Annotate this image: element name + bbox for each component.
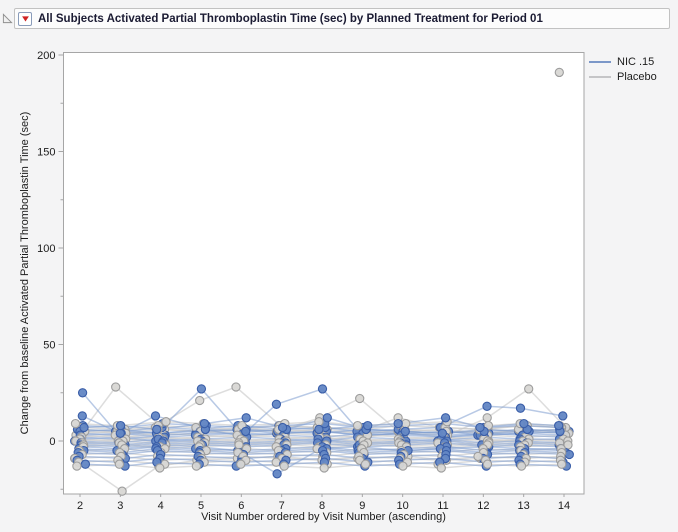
red-triangle-icon [21,16,29,22]
data-point-nic[interactable] [199,418,210,429]
x-tick-label: 9 [359,500,365,512]
legend-item-nic[interactable]: NIC .15 [589,54,657,69]
data-point-placebo[interactable] [352,420,363,431]
data-point-nic[interactable] [79,422,89,433]
data-point-placebo[interactable] [360,459,371,469]
data-point-nic[interactable] [115,420,126,431]
x-axis-title: Visit Number ordered by Visit Number (as… [201,511,446,523]
data-point-nic[interactable] [77,411,87,421]
disclosure-triangle-icon[interactable] [2,13,13,24]
x-tick-label: 2 [77,500,83,512]
data-point-placebo[interactable] [72,461,82,471]
data-point-nic[interactable] [322,413,332,423]
red-triangle-menu-button[interactable] [18,11,32,26]
data-point-nic[interactable] [272,469,282,479]
y-axis-title: Change from baseline Activated Partial T… [19,111,31,435]
data-point-placebo[interactable] [482,413,492,423]
data-point-placebo[interactable] [355,393,365,404]
y-tick-label: 150 [37,147,55,159]
data-point-nic[interactable] [271,399,282,409]
data-point-nic[interactable] [554,420,564,431]
y-tick-label: 50 [43,340,55,352]
x-tick-label: 3 [117,500,123,512]
x-tick-label: 13 [518,500,530,512]
legend-swatch-placebo-icon [589,75,611,78]
data-point-nic[interactable] [317,384,328,394]
data-point-nic[interactable] [241,426,251,437]
x-tick-label: 5 [198,500,204,512]
x-tick-label: 10 [397,500,409,512]
x-tick-label: 7 [279,500,285,512]
data-point-placebo[interactable] [314,417,324,427]
x-tick-label: 6 [238,500,244,512]
data-point-placebo[interactable] [231,382,241,392]
data-point-placebo[interactable] [279,461,289,471]
legend-item-placebo[interactable]: Placebo [589,69,657,84]
data-point-placebo[interactable] [155,463,165,473]
data-point-nic[interactable] [241,413,251,423]
data-point-placebo[interactable] [191,461,202,471]
data-point-placebo[interactable] [516,461,527,471]
x-tick-label: 12 [477,500,489,512]
data-point-placebo[interactable] [117,486,127,496]
data-point-placebo[interactable] [236,459,246,469]
data-point-nic[interactable] [519,418,529,429]
data-point-nic[interactable] [277,422,288,433]
outline-title-bar: All Subjects Activated Partial Thrombopl… [14,8,670,29]
data-point-nic[interactable] [150,411,161,421]
data-point-placebo[interactable] [114,459,125,469]
data-point-placebo[interactable] [234,440,244,450]
data-point-nic[interactable] [77,388,88,398]
x-tick-label: 11 [437,500,448,512]
x-tick-label: 14 [558,500,570,512]
data-point-nic[interactable] [440,413,451,423]
data-point-placebo[interactable] [161,417,171,427]
legend-label-nic: NIC .15 [617,55,655,68]
legend-label-placebo: Placebo [617,70,657,83]
y-tick-label: 0 [49,436,55,448]
data-point-placebo[interactable] [195,395,205,406]
data-point-placebo[interactable] [70,418,81,429]
y-tick-label: 100 [37,243,55,255]
data-point-placebo[interactable] [319,463,329,473]
data-point-placebo[interactable] [111,382,121,392]
data-point-nic[interactable] [515,403,526,413]
data-point-nic[interactable] [196,384,207,394]
data-point-placebo[interactable] [473,451,483,462]
y-tick-label: 200 [37,50,55,62]
data-point-placebo[interactable] [482,459,493,469]
data-point-nic[interactable] [152,424,162,435]
legend: NIC .15 Placebo [589,54,657,84]
data-point-placebo[interactable] [398,461,408,471]
data-point-nic[interactable] [475,422,485,433]
data-point-nic[interactable] [564,449,574,460]
data-point-placebo[interactable] [271,457,281,467]
report-title: All Subjects Activated Partial Thrombopl… [38,12,543,25]
x-tick-label: 4 [158,500,164,512]
data-point-nic[interactable] [393,418,403,429]
data-point-nic[interactable] [558,411,568,421]
data-point-placebo[interactable] [557,459,567,469]
data-point-nic[interactable] [437,428,448,438]
data-point-nic[interactable] [482,401,492,411]
legend-swatch-nic-icon [589,60,611,63]
data-point-nic[interactable] [314,424,324,435]
data-point-nic[interactable] [80,459,91,469]
data-point-placebo[interactable] [554,67,564,78]
data-point-nic[interactable] [115,428,125,438]
data-point-nic[interactable] [400,426,410,437]
data-point-nic[interactable] [363,420,373,431]
x-tick-label: 8 [319,500,325,512]
data-point-placebo[interactable] [436,463,446,473]
data-point-placebo[interactable] [524,384,534,394]
